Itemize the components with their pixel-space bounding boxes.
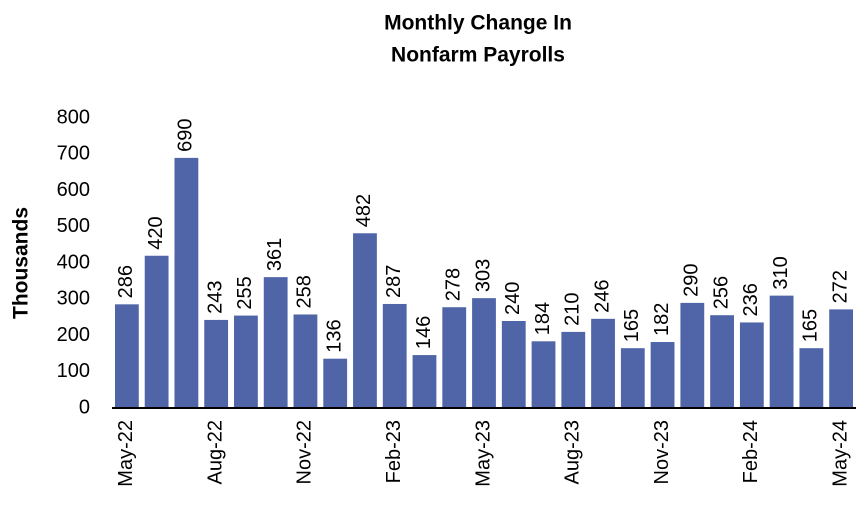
data-label: 246 bbox=[591, 279, 613, 312]
data-label: 136 bbox=[323, 319, 345, 352]
bar bbox=[293, 314, 318, 408]
bar bbox=[472, 298, 496, 408]
data-label: 210 bbox=[562, 293, 584, 326]
bar bbox=[263, 277, 288, 408]
bar bbox=[382, 303, 407, 408]
data-label: 272 bbox=[829, 270, 851, 303]
data-label: 420 bbox=[145, 216, 167, 249]
bar bbox=[204, 319, 229, 408]
bar bbox=[620, 348, 645, 408]
bar bbox=[353, 233, 377, 408]
x-tick-label: Nov-23 bbox=[651, 420, 673, 484]
data-label: 165 bbox=[621, 309, 643, 342]
y-tick-label: 400 bbox=[57, 251, 90, 273]
y-tick-label: 700 bbox=[57, 143, 90, 165]
bar bbox=[442, 307, 467, 408]
bar bbox=[829, 309, 854, 408]
y-tick-label: 200 bbox=[57, 324, 90, 346]
data-label: 290 bbox=[681, 264, 703, 297]
y-tick-label: 300 bbox=[57, 288, 90, 310]
x-tick-label: Aug-22 bbox=[204, 420, 226, 485]
data-label: 258 bbox=[294, 275, 316, 308]
data-label: 278 bbox=[443, 268, 465, 301]
bar bbox=[501, 321, 526, 408]
bar bbox=[323, 358, 348, 408]
y-tick-label: 500 bbox=[57, 215, 90, 237]
x-tick-label: May-24 bbox=[829, 420, 851, 487]
bar bbox=[591, 318, 615, 408]
bar bbox=[561, 331, 586, 408]
data-label: 184 bbox=[532, 302, 554, 335]
data-label: 256 bbox=[710, 276, 732, 309]
data-label: 310 bbox=[770, 256, 792, 289]
data-label: 690 bbox=[175, 119, 197, 152]
bar bbox=[769, 295, 794, 408]
y-tick-label: 600 bbox=[57, 179, 90, 201]
data-label: 287 bbox=[383, 265, 405, 298]
bar bbox=[531, 341, 556, 408]
data-label: 236 bbox=[740, 283, 762, 316]
data-label: 303 bbox=[472, 259, 494, 292]
y-tick-label: 800 bbox=[57, 106, 90, 128]
y-tick-label: 0 bbox=[79, 396, 90, 418]
bar bbox=[739, 322, 764, 408]
bar bbox=[710, 315, 734, 408]
x-tick-label: May-23 bbox=[472, 420, 494, 487]
data-label: 286 bbox=[115, 265, 137, 298]
data-label: 361 bbox=[264, 238, 286, 271]
data-label: 255 bbox=[234, 276, 256, 309]
x-tick-label: Feb-24 bbox=[740, 420, 762, 483]
data-label: 240 bbox=[502, 282, 524, 315]
chart-title: Monthly Change In bbox=[384, 12, 572, 35]
data-label: 182 bbox=[651, 303, 673, 336]
data-label: 146 bbox=[413, 316, 435, 349]
x-tick-label: Nov-22 bbox=[294, 420, 316, 484]
y-tick-label: 100 bbox=[57, 360, 90, 382]
bar bbox=[144, 255, 169, 408]
bar bbox=[114, 304, 139, 408]
bar bbox=[412, 355, 437, 408]
data-label: 243 bbox=[204, 281, 226, 314]
data-label: 482 bbox=[353, 194, 375, 227]
data-label: 165 bbox=[800, 309, 822, 342]
bar bbox=[174, 157, 199, 408]
y-axis-label: Thousands bbox=[10, 207, 33, 319]
chart-title: Nonfarm Payrolls bbox=[391, 44, 565, 67]
bar bbox=[234, 315, 258, 408]
bar bbox=[680, 302, 705, 408]
bar bbox=[799, 348, 824, 408]
bar bbox=[650, 342, 675, 408]
x-tick-label: Aug-23 bbox=[562, 420, 584, 485]
x-tick-label: Feb-23 bbox=[383, 420, 405, 483]
x-tick-label: May-22 bbox=[115, 420, 137, 487]
